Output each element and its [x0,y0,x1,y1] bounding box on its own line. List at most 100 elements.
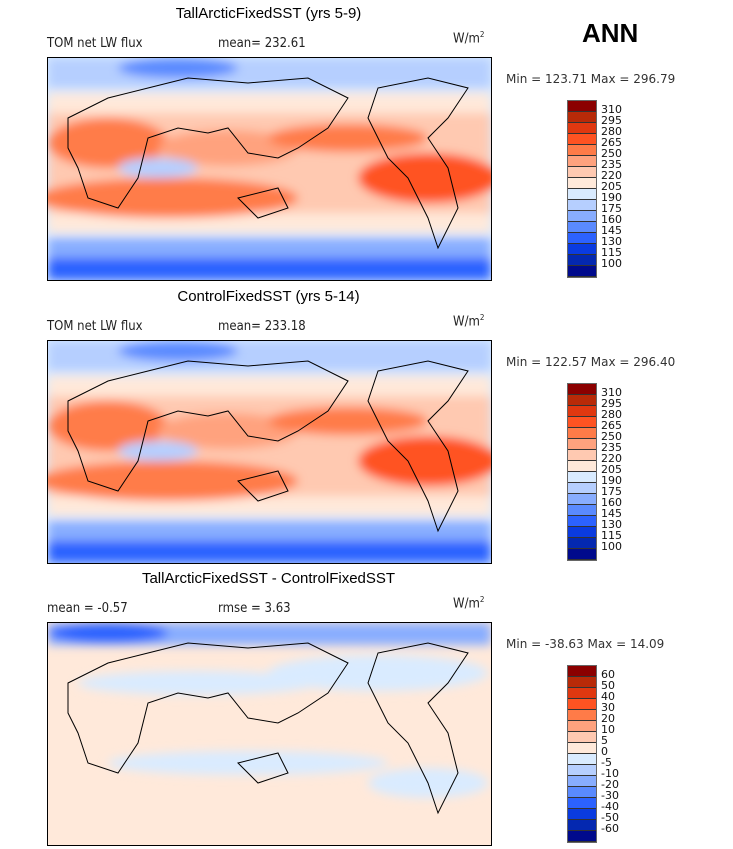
colorbar-box [568,178,596,189]
colorbar-box [568,200,596,211]
colorbar-box [568,776,596,787]
colorbar-tick-label: 145 [601,224,622,237]
units-exponent: 2 [479,313,485,322]
colorbar-tick-label: -10 [601,767,619,780]
colorbar-box [568,101,596,112]
colorbar-tick-label: 310 [601,386,622,399]
colorbar-box [568,787,596,798]
colorbar-box [568,222,596,233]
panel-variable: TOM net LW flux [47,36,143,51]
colorbar-box [568,721,596,732]
colorbar-tick-label: 250 [601,147,622,160]
min-max-label: Min = 123.71 Max = 296.79 [506,72,676,86]
panel-title: ControlFixedSST (yrs 5-14) [177,288,360,305]
colorbar-box [568,527,596,538]
colorbar-tick-label: 50 [601,679,615,692]
units-text: W/m [453,31,480,47]
colorbar-tick-label: 0 [601,745,608,758]
colorbar-box [568,450,596,461]
panel-variable: mean = -0.57 [47,601,128,616]
colorbar-tick-label: -5 [601,756,612,769]
colorbar-tick-label: 220 [601,452,622,465]
units-text: W/m [453,596,480,612]
colorbar-box [568,244,596,255]
colorbar-tick-label: 145 [601,507,622,520]
colorbar [567,383,597,561]
colorbar-tick-label: 295 [601,114,622,127]
colorbar-tick-label: 160 [601,213,622,226]
colorbar-tick-label: 20 [601,712,615,725]
colorbar-tick-label: 310 [601,103,622,116]
colorbar-box [568,395,596,406]
contour-map [47,622,492,846]
colorbar-box [568,406,596,417]
colorbar-tick-label: 60 [601,668,615,681]
units-label: W/m2 [453,30,485,46]
colorbar-box [568,472,596,483]
colorbar-tick-label: 235 [601,441,622,454]
colorbar-box [568,754,596,765]
colorbar-box [568,233,596,244]
panel-stat: rmse = 3.63 [218,601,291,616]
colorbar-tick-label: -20 [601,778,619,791]
colorbar-tick-label: -40 [601,800,619,813]
panel-stat: mean= 233.18 [218,319,306,334]
colorbar-tick-label: -60 [601,822,619,835]
colorbar-box [568,189,596,200]
colorbar-box [568,384,596,395]
units-exponent: 2 [479,30,485,39]
colorbar-box [568,549,596,560]
colorbar-tick-label: 220 [601,169,622,182]
colorbar-tick-label: 280 [601,408,622,421]
colorbar-box [568,156,596,167]
colorbar-tick-label: 5 [601,734,608,747]
colorbar-tick-label: 235 [601,158,622,171]
colorbar-tick-label: 250 [601,430,622,443]
colorbar-tick-label: 265 [601,136,622,149]
colorbar-box [568,831,596,842]
colorbar-box [568,666,596,677]
colorbar-box [568,809,596,820]
colorbar-box [568,732,596,743]
colorbar-tick-label: 265 [601,419,622,432]
colorbar-box [568,820,596,831]
contour-map [47,57,492,281]
colorbar-tick-label: 175 [601,485,622,498]
colorbar-box [568,167,596,178]
colorbar-box [568,266,596,277]
colorbar-box [568,765,596,776]
colorbar-tick-label: 295 [601,397,622,410]
colorbar-box [568,123,596,134]
colorbar-box [568,516,596,527]
colorbar-tick-label: 115 [601,529,622,542]
colorbar-box [568,798,596,809]
colorbar-box [568,483,596,494]
colorbar-box [568,538,596,549]
colorbar-tick-label: 115 [601,246,622,259]
min-max-label: Min = -38.63 Max = 14.09 [506,637,665,651]
colorbar-tick-label: 10 [601,723,615,736]
panel-variable: TOM net LW flux [47,319,143,334]
colorbar-box [568,145,596,156]
colorbar-tick-label: -30 [601,789,619,802]
colorbar-box [568,699,596,710]
colorbar-box [568,494,596,505]
colorbar-box [568,255,596,266]
colorbar [567,100,597,278]
colorbar-tick-label: -50 [601,811,619,824]
colorbar-box [568,688,596,699]
panel-title: TallArcticFixedSST - ControlFixedSST [141,570,396,587]
colorbar-box [568,112,596,123]
colorbar-box [568,417,596,428]
colorbar-tick-label: 100 [601,257,622,270]
colorbar-box [568,439,596,450]
colorbar-box [568,677,596,688]
colorbar-box [568,134,596,145]
colorbar-box [568,461,596,472]
colorbar-tick-label: 40 [601,690,615,703]
colorbar-tick-label: 160 [601,496,622,509]
panel-title: TallArcticFixedSST (yrs 5-9) [175,5,362,22]
colorbar-box [568,428,596,439]
colorbar-box [568,505,596,516]
colorbar-box [568,211,596,222]
